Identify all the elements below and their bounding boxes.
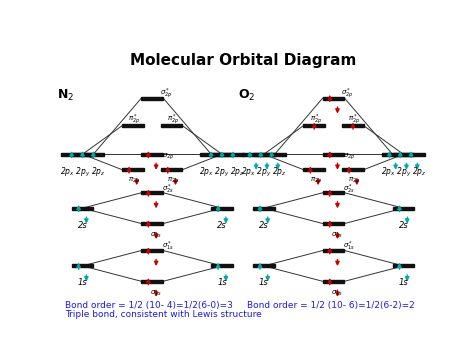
Text: $\pi_{2p}$: $\pi_{2p}$: [310, 175, 322, 186]
Bar: [392, 264, 414, 267]
Bar: [392, 153, 414, 156]
Text: $\pi_{2p}$: $\pi_{2p}$: [348, 175, 361, 186]
Bar: [253, 153, 275, 156]
Bar: [72, 153, 93, 156]
Text: $\sigma_{1s}$: $\sigma_{1s}$: [150, 289, 162, 298]
Bar: [323, 191, 345, 194]
Bar: [141, 97, 163, 100]
Bar: [264, 153, 285, 156]
Text: 2s: 2s: [217, 220, 227, 230]
Text: 2s: 2s: [259, 220, 269, 230]
Text: $\sigma^*_{2s}$: $\sigma^*_{2s}$: [162, 182, 174, 196]
Text: 2s: 2s: [78, 220, 87, 230]
Text: 1s: 1s: [399, 278, 408, 287]
Text: Bond order = 1/2 (10- 6)=1/2(6-2)=2: Bond order = 1/2 (10- 6)=1/2(6-2)=2: [247, 301, 415, 310]
Bar: [61, 153, 82, 156]
Text: O$_2$: O$_2$: [238, 87, 255, 103]
Text: $\sigma^*_{2p}$: $\sigma^*_{2p}$: [160, 87, 173, 102]
Text: 2$p_x$ 2$p_y$ 2$p_z$: 2$p_x$ 2$p_y$ 2$p_z$: [199, 166, 245, 179]
Bar: [323, 222, 345, 225]
Text: 1s: 1s: [78, 278, 87, 287]
Text: Bond order = 1/2 (10- 4)=1/2(6-0)=3: Bond order = 1/2 (10- 4)=1/2(6-0)=3: [65, 301, 233, 310]
Bar: [141, 249, 163, 252]
Bar: [141, 280, 163, 283]
Bar: [242, 153, 264, 156]
Bar: [82, 153, 104, 156]
Bar: [141, 222, 163, 225]
Bar: [211, 153, 233, 156]
Bar: [323, 97, 345, 100]
Text: $\pi^*_{2p}$: $\pi^*_{2p}$: [310, 112, 322, 127]
Bar: [253, 264, 275, 267]
Bar: [211, 207, 233, 210]
Text: 2s: 2s: [399, 220, 408, 230]
Bar: [323, 249, 345, 252]
Text: 2$p_x$ 2$p_y$ 2$p_z$: 2$p_x$ 2$p_y$ 2$p_z$: [241, 166, 287, 179]
Bar: [161, 124, 182, 127]
Text: $\pi_{2p}$: $\pi_{2p}$: [128, 175, 140, 186]
Bar: [342, 124, 364, 127]
Text: $\pi_{2p}$: $\pi_{2p}$: [167, 175, 179, 186]
Text: $\sigma^*_{1s}$: $\sigma^*_{1s}$: [162, 240, 174, 253]
Text: $\sigma_{2p}$: $\sigma_{2p}$: [162, 151, 174, 162]
Text: $\sigma_{2s}$: $\sigma_{2s}$: [150, 231, 162, 240]
Text: $\pi^*_{2p}$: $\pi^*_{2p}$: [128, 112, 140, 127]
Bar: [141, 191, 163, 194]
Text: $\sigma_{2s}$: $\sigma_{2s}$: [331, 231, 344, 240]
Text: $\sigma^*_{2s}$: $\sigma^*_{2s}$: [343, 182, 355, 196]
Text: $\pi^*_{2p}$: $\pi^*_{2p}$: [167, 112, 179, 127]
Text: 1s: 1s: [217, 278, 227, 287]
Text: $\sigma^*_{2p}$: $\sigma^*_{2p}$: [341, 87, 354, 102]
Bar: [342, 168, 364, 171]
Bar: [403, 153, 425, 156]
Text: $\sigma^*_{1s}$: $\sigma^*_{1s}$: [343, 240, 355, 253]
Bar: [211, 264, 233, 267]
Text: $\sigma_{1s}$: $\sigma_{1s}$: [331, 289, 344, 298]
Bar: [323, 280, 345, 283]
Bar: [72, 207, 93, 210]
Bar: [382, 153, 403, 156]
Bar: [161, 168, 182, 171]
Bar: [303, 124, 325, 127]
Bar: [141, 153, 163, 156]
Bar: [122, 124, 144, 127]
Bar: [392, 207, 414, 210]
Text: 2$p_x$ 2$p_y$ 2$p_z$: 2$p_x$ 2$p_y$ 2$p_z$: [381, 166, 426, 179]
Bar: [303, 168, 325, 171]
Text: Molecular Orbital Diagram: Molecular Orbital Diagram: [130, 53, 356, 69]
Text: 1s: 1s: [259, 278, 269, 287]
Text: $\pi^*_{2p}$: $\pi^*_{2p}$: [348, 112, 361, 127]
Text: 2$p_x$ 2$p_y$ 2$p_z$: 2$p_x$ 2$p_y$ 2$p_z$: [60, 166, 105, 179]
Text: $\sigma_{2p}$: $\sigma_{2p}$: [343, 151, 356, 162]
Bar: [122, 168, 144, 171]
Text: Triple bond, consistent with Lewis structure: Triple bond, consistent with Lewis struc…: [65, 310, 262, 319]
Bar: [222, 153, 244, 156]
Bar: [72, 264, 93, 267]
Bar: [201, 153, 222, 156]
Bar: [323, 153, 345, 156]
Bar: [253, 207, 275, 210]
Text: N$_2$: N$_2$: [57, 87, 74, 103]
